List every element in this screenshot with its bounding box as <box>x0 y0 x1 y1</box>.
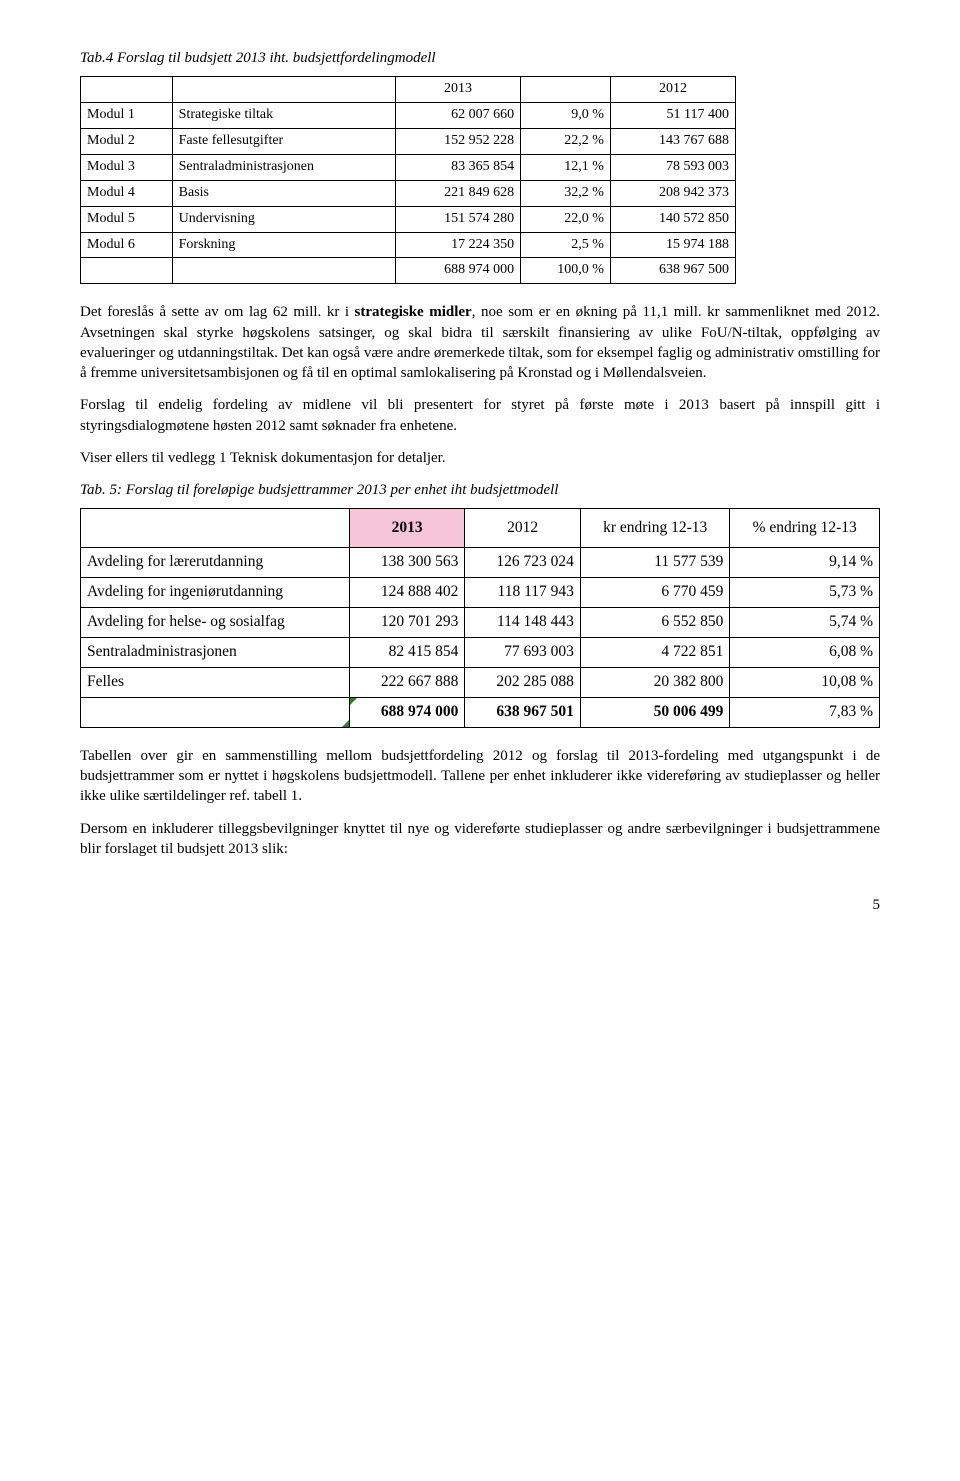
budget-table-2: 2013 2012 kr endring 12-13 % endring 12-… <box>80 508 880 728</box>
paragraph-5: Dersom en inkluderer tilleggsbevilgninge… <box>80 819 880 860</box>
table1-caption: Tab.4 Forslag til budsjett 2013 iht. bud… <box>80 48 880 68</box>
table-row: Modul 1Strategiske tiltak62 007 6609,0 %… <box>81 103 736 129</box>
table-row: Avdeling for helse- og sosialfag120 701 … <box>81 608 880 638</box>
page-number: 5 <box>80 895 880 915</box>
t2-h2: 2012 <box>465 509 580 548</box>
table-row: Sentraladministrasjonen82 415 85477 693 … <box>81 638 880 668</box>
t2-h3: kr endring 12-13 <box>580 509 730 548</box>
t1-h3 <box>521 77 611 103</box>
table-row: Modul 2Faste fellesutgifter152 952 22822… <box>81 129 736 155</box>
t1-h1 <box>172 77 395 103</box>
t2-h0 <box>81 509 350 548</box>
t1-h0 <box>81 77 173 103</box>
table-row: Modul 4Basis221 849 62832,2 %208 942 373 <box>81 180 736 206</box>
paragraph-4: Tabellen over gir en sammenstilling mell… <box>80 746 880 807</box>
table2-caption: Tab. 5: Forslag til foreløpige budsjettr… <box>80 480 880 500</box>
strategic-funds-label: strategiske midler <box>355 304 472 320</box>
table-row: Avdeling for lærerutdanning138 300 56312… <box>81 548 880 578</box>
budget-table-1: 2013 2012 Modul 1Strategiske tiltak62 00… <box>80 76 736 284</box>
t1-h2: 2013 <box>396 77 521 103</box>
table-row: Avdeling for ingeniørutdanning124 888 40… <box>81 578 880 608</box>
table-row: Modul 5Undervisning151 574 28022,0 %140 … <box>81 206 736 232</box>
table-row: Felles222 667 888202 285 08820 382 80010… <box>81 668 880 698</box>
t1-h4: 2012 <box>610 77 735 103</box>
t2-h4: % endring 12-13 <box>730 509 880 548</box>
table-row-total: 688 974 000 638 967 501 50 006 499 7,83 … <box>81 697 880 727</box>
table-row-total: 688 974 000100,0 %638 967 500 <box>81 258 736 284</box>
table-row: Modul 6Forskning17 224 3502,5 %15 974 18… <box>81 232 736 258</box>
t2-h1: 2013 <box>349 509 464 548</box>
table-row: Modul 3Sentraladministrasjonen83 365 854… <box>81 154 736 180</box>
paragraph-1: Det foreslås å sette av om lag 62 mill. … <box>80 302 880 383</box>
paragraph-2: Forslag til endelig fordeling av midlene… <box>80 395 880 436</box>
paragraph-3: Viser ellers til vedlegg 1 Teknisk dokum… <box>80 448 880 468</box>
